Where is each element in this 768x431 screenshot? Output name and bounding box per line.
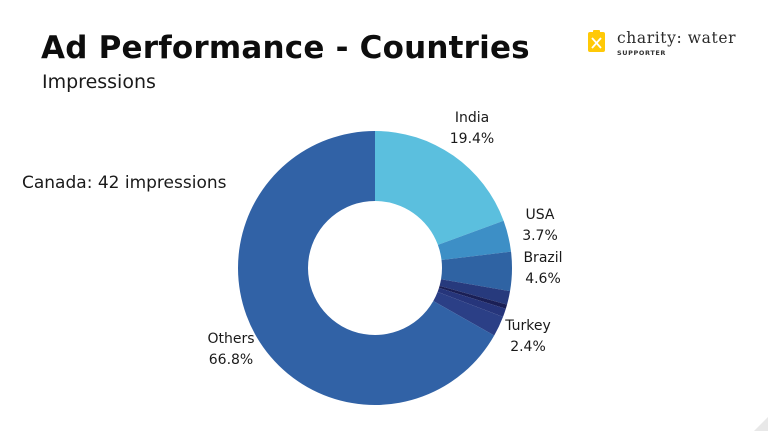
chart-subtitle: Impressions (42, 71, 156, 93)
canada-annotation: Canada: 42 impressions (22, 173, 227, 193)
jerrycan-icon (588, 30, 605, 52)
chart-title: Ad Performance - Countries (41, 30, 530, 66)
label-brazil: Brazil (523, 250, 562, 266)
slice-turkey (433, 291, 504, 336)
label-turkey: Turkey (504, 318, 551, 334)
logo-name: charity: water (617, 29, 737, 47)
value-others: 66.8% (209, 352, 253, 368)
slice-unlabeled-4 (438, 285, 508, 309)
slice-brazil (441, 251, 512, 292)
slice-india (375, 131, 504, 245)
label-india: India (455, 110, 489, 126)
label-usa: USA (526, 207, 555, 223)
value-brazil: 4.6% (525, 271, 561, 287)
charity-water-logo: charity: water SUPPORTER (588, 30, 736, 57)
label-others: Others (207, 331, 254, 347)
page-curl-icon (754, 417, 768, 431)
slice-usa (437, 220, 512, 261)
slice-others (237, 131, 495, 406)
slice-unlabeled-5 (437, 287, 506, 317)
value-usa: 3.7% (522, 228, 558, 244)
slice-unlabeled-3 (439, 279, 511, 305)
value-india: 19.4% (450, 131, 494, 147)
logo-tagline: SUPPORTER (617, 49, 667, 57)
value-turkey: 2.4% (510, 339, 546, 355)
